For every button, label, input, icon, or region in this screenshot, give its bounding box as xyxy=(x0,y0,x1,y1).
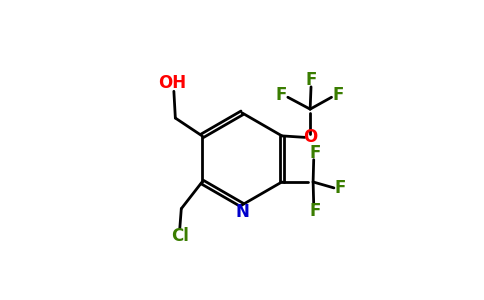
Text: F: F xyxy=(335,179,346,197)
Text: O: O xyxy=(303,128,317,146)
Text: N: N xyxy=(235,203,249,221)
Text: F: F xyxy=(309,202,321,220)
Text: F: F xyxy=(275,86,287,104)
Text: OH: OH xyxy=(158,74,186,92)
Text: Cl: Cl xyxy=(171,227,189,245)
Text: F: F xyxy=(333,86,344,104)
Text: F: F xyxy=(305,71,317,89)
Text: F: F xyxy=(309,144,321,162)
